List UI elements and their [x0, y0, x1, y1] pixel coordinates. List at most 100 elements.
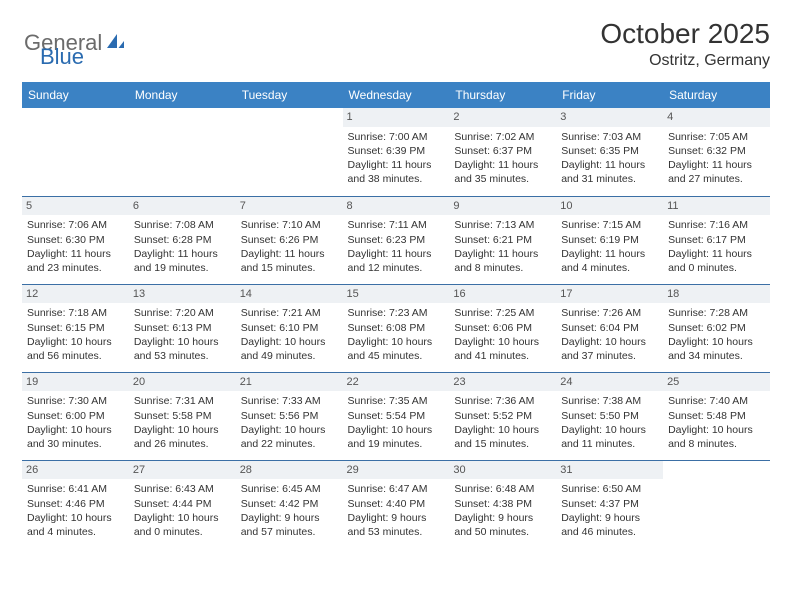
day-cell: [22, 108, 129, 196]
day-cell: 6Sunrise: 7:08 AMSunset: 6:28 PMDaylight…: [129, 196, 236, 284]
sunset-line: Sunset: 6:15 PM: [27, 321, 124, 335]
sunset-line: Sunset: 6:32 PM: [668, 144, 765, 158]
sunrise-line: Sunrise: 7:30 AM: [27, 394, 124, 408]
day-number: 8: [343, 197, 450, 216]
day-cell: 5Sunrise: 7:06 AMSunset: 6:30 PMDaylight…: [22, 196, 129, 284]
day-header: Thursday: [449, 82, 556, 108]
brand-line2: Blue: [40, 44, 84, 70]
daylight-line: Daylight: 10 hours and 19 minutes.: [348, 423, 445, 451]
sunset-line: Sunset: 6:30 PM: [27, 233, 124, 247]
day-cell: 9Sunrise: 7:13 AMSunset: 6:21 PMDaylight…: [449, 196, 556, 284]
sunset-line: Sunset: 6:17 PM: [668, 233, 765, 247]
day-cell: 4Sunrise: 7:05 AMSunset: 6:32 PMDaylight…: [663, 108, 770, 196]
daylight-line: Daylight: 10 hours and 37 minutes.: [561, 335, 658, 363]
daylight-line: Daylight: 10 hours and 56 minutes.: [27, 335, 124, 363]
day-number: 6: [129, 197, 236, 216]
sunrise-line: Sunrise: 7:23 AM: [348, 306, 445, 320]
sunset-line: Sunset: 4:44 PM: [134, 497, 231, 511]
sunrise-line: Sunrise: 6:43 AM: [134, 482, 231, 496]
day-cell: 7Sunrise: 7:10 AMSunset: 6:26 PMDaylight…: [236, 196, 343, 284]
month-title: October 2025: [600, 18, 770, 50]
day-number: 1: [343, 108, 450, 127]
sunset-line: Sunset: 4:42 PM: [241, 497, 338, 511]
day-number: 15: [343, 285, 450, 304]
day-cell: 26Sunrise: 6:41 AMSunset: 4:46 PMDayligh…: [22, 460, 129, 548]
calendar-table: SundayMondayTuesdayWednesdayThursdayFrid…: [22, 82, 770, 548]
sunrise-line: Sunrise: 6:45 AM: [241, 482, 338, 496]
day-number: 5: [22, 197, 129, 216]
day-cell: [663, 460, 770, 548]
day-cell: [129, 108, 236, 196]
day-number: 28: [236, 461, 343, 480]
sunrise-line: Sunrise: 7:05 AM: [668, 130, 765, 144]
sunrise-line: Sunrise: 7:08 AM: [134, 218, 231, 232]
daylight-line: Daylight: 10 hours and 49 minutes.: [241, 335, 338, 363]
sunrise-line: Sunrise: 7:36 AM: [454, 394, 551, 408]
daylight-line: Daylight: 10 hours and 34 minutes.: [668, 335, 765, 363]
sunrise-line: Sunrise: 7:38 AM: [561, 394, 658, 408]
sunrise-line: Sunrise: 7:16 AM: [668, 218, 765, 232]
sunset-line: Sunset: 6:23 PM: [348, 233, 445, 247]
header: General October 2025 Ostritz, Germany: [22, 18, 770, 70]
sunrise-line: Sunrise: 6:48 AM: [454, 482, 551, 496]
sunset-line: Sunset: 6:04 PM: [561, 321, 658, 335]
daylight-line: Daylight: 11 hours and 0 minutes.: [668, 247, 765, 275]
sunset-line: Sunset: 6:06 PM: [454, 321, 551, 335]
day-header: Wednesday: [343, 82, 450, 108]
day-cell: 23Sunrise: 7:36 AMSunset: 5:52 PMDayligh…: [449, 372, 556, 460]
sunrise-line: Sunrise: 7:11 AM: [348, 218, 445, 232]
daylight-line: Daylight: 11 hours and 27 minutes.: [668, 158, 765, 186]
sunrise-line: Sunrise: 7:18 AM: [27, 306, 124, 320]
day-number-empty: [22, 108, 129, 127]
sunrise-line: Sunrise: 7:35 AM: [348, 394, 445, 408]
day-number: 11: [663, 197, 770, 216]
daylight-line: Daylight: 11 hours and 8 minutes.: [454, 247, 551, 275]
day-cell: 29Sunrise: 6:47 AMSunset: 4:40 PMDayligh…: [343, 460, 450, 548]
sunset-line: Sunset: 6:28 PM: [134, 233, 231, 247]
day-cell: 3Sunrise: 7:03 AMSunset: 6:35 PMDaylight…: [556, 108, 663, 196]
day-cell: [236, 108, 343, 196]
day-number: 18: [663, 285, 770, 304]
daylight-line: Daylight: 9 hours and 46 minutes.: [561, 511, 658, 539]
day-number: 29: [343, 461, 450, 480]
sunrise-line: Sunrise: 7:15 AM: [561, 218, 658, 232]
daylight-line: Daylight: 10 hours and 30 minutes.: [27, 423, 124, 451]
daylight-line: Daylight: 10 hours and 53 minutes.: [134, 335, 231, 363]
day-cell: 21Sunrise: 7:33 AMSunset: 5:56 PMDayligh…: [236, 372, 343, 460]
day-header: Tuesday: [236, 82, 343, 108]
sunrise-line: Sunrise: 6:47 AM: [348, 482, 445, 496]
day-header: Friday: [556, 82, 663, 108]
day-number: 19: [22, 373, 129, 392]
sunrise-line: Sunrise: 7:26 AM: [561, 306, 658, 320]
brand-part2: Blue: [40, 44, 84, 69]
sunrise-line: Sunrise: 7:25 AM: [454, 306, 551, 320]
day-number: 16: [449, 285, 556, 304]
sunset-line: Sunset: 6:00 PM: [27, 409, 124, 423]
daylight-line: Daylight: 10 hours and 0 minutes.: [134, 511, 231, 539]
day-header: Sunday: [22, 82, 129, 108]
sunset-line: Sunset: 5:50 PM: [561, 409, 658, 423]
week-row: 19Sunrise: 7:30 AMSunset: 6:00 PMDayligh…: [22, 372, 770, 460]
sunrise-line: Sunrise: 7:33 AM: [241, 394, 338, 408]
sunset-line: Sunset: 5:52 PM: [454, 409, 551, 423]
day-number: 25: [663, 373, 770, 392]
day-number: 2: [449, 108, 556, 127]
day-number: 12: [22, 285, 129, 304]
daylight-line: Daylight: 10 hours and 4 minutes.: [27, 511, 124, 539]
day-number: 9: [449, 197, 556, 216]
day-cell: 27Sunrise: 6:43 AMSunset: 4:44 PMDayligh…: [129, 460, 236, 548]
day-cell: 18Sunrise: 7:28 AMSunset: 6:02 PMDayligh…: [663, 284, 770, 372]
day-number: 17: [556, 285, 663, 304]
daylight-line: Daylight: 11 hours and 31 minutes.: [561, 158, 658, 186]
sunset-line: Sunset: 6:10 PM: [241, 321, 338, 335]
day-number-empty: [236, 108, 343, 127]
week-row: 1Sunrise: 7:00 AMSunset: 6:39 PMDaylight…: [22, 108, 770, 196]
day-cell: 28Sunrise: 6:45 AMSunset: 4:42 PMDayligh…: [236, 460, 343, 548]
sunrise-line: Sunrise: 6:50 AM: [561, 482, 658, 496]
location-label: Ostritz, Germany: [600, 52, 770, 70]
daylight-line: Daylight: 10 hours and 8 minutes.: [668, 423, 765, 451]
day-number: 22: [343, 373, 450, 392]
daylight-line: Daylight: 11 hours and 4 minutes.: [561, 247, 658, 275]
sunset-line: Sunset: 6:19 PM: [561, 233, 658, 247]
day-cell: 11 Sunrise: 7:16 AMSunset: 6:17 PMDayligh…: [663, 196, 770, 284]
